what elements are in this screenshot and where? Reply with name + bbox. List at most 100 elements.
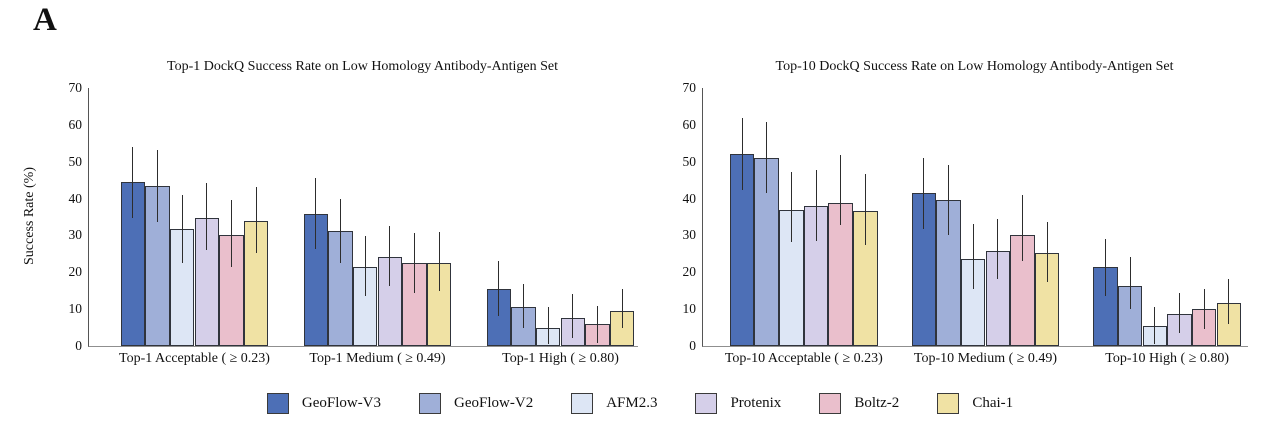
error-bar-geoflow-v2-top-10-high-0-80 [1129, 257, 1131, 310]
legend-item-geoflow-v3: GeoFlow-V3 [266, 393, 382, 414]
y-tick-label-0: 0 [689, 338, 696, 353]
y-tick-label-30: 30 [682, 227, 697, 243]
group-top-10-high-0-80: Top-10 High ( ≥ 0.80) [1076, 88, 1258, 366]
barwrap-geoflow-v2 [754, 88, 780, 346]
barwrap-chai-1 [853, 88, 878, 346]
barwrap-geoflow-v2 [936, 88, 961, 346]
barwrap-boltz-2 [402, 88, 427, 346]
y-tick-label-20: 20 [682, 264, 697, 280]
legend-swatch-geoflow-v3 [266, 393, 289, 414]
x-tick-label-top-10-acceptable-0-23: Top-10 Acceptable ( ≥ 0.23) [724, 351, 883, 366]
bar-cluster [729, 88, 878, 346]
error-bar-geoflow-v2-top-1-medium-0-49 [339, 199, 342, 264]
panel-label: A [33, 2, 57, 38]
barwrap-boltz-2 [828, 88, 854, 346]
error-bar-geoflow-v3-top-10-acceptable-0-23 [741, 118, 743, 191]
bar-groups: Top-10 Acceptable ( ≥ 0.23) Top-10 Medium… [713, 88, 1258, 366]
barwrap-geoflow-v2 [145, 88, 170, 346]
error-bar-geoflow-v2-top-10-medium-0-49 [947, 165, 950, 236]
error-bar-afm2-3-top-1-medium-0-49 [364, 235, 366, 297]
group-top-1-medium-0-49: Top-1 Medium ( ≥ 0.49) [286, 88, 469, 366]
error-bar-boltz-2-top-10-high-0-80 [1203, 288, 1205, 330]
barwrap-geoflow-v2 [1117, 88, 1143, 346]
y-tick-label-10: 10 [682, 301, 697, 317]
error-bar-afm2-3-top-10-acceptable-0-23 [790, 171, 793, 243]
legend-swatch-boltz-2 [819, 393, 842, 414]
error-bar-boltz-2-top-1-medium-0-49 [413, 232, 416, 293]
legend-swatch-afm2-3 [571, 393, 594, 414]
y-axis-label: Success Rate (%) [22, 167, 37, 265]
barwrap-chai-1 [1034, 88, 1060, 346]
bar-boltz-2-top-10-high-0-80 [1191, 309, 1217, 346]
barwrap-boltz-2 [1191, 88, 1217, 346]
legend-item-afm2-3: AFM2.3 [571, 393, 657, 414]
error-bar-boltz-2-top-1-acceptable-0-23 [230, 200, 233, 268]
error-bar-boltz-2-top-10-medium-0-49 [1021, 195, 1024, 261]
barwrap-protenix [194, 88, 220, 346]
error-bar-chai-1-top-10-high-0-80 [1228, 278, 1230, 325]
barwrap-boltz-2 [219, 88, 244, 346]
bar-cluster [486, 88, 635, 346]
error-bar-protenix-top-1-acceptable-0-23 [206, 183, 208, 251]
barwrap-geoflow-v3 [729, 88, 755, 346]
x-tick-label-top-1-medium-0-49: Top-1 Medium ( ≥ 0.49) [309, 351, 446, 366]
legend-label-afm2-3: AFM2.3 [606, 395, 658, 411]
error-bar-chai-1-top-1-high-0-80 [621, 288, 623, 328]
y-tick-label-60: 60 [68, 116, 83, 132]
legend-label-protenix: Protenix [730, 395, 782, 411]
error-bar-protenix-top-10-medium-0-49 [997, 218, 999, 279]
legend-swatch-protenix [695, 393, 718, 414]
error-bar-afm2-3-top-10-medium-0-49 [972, 223, 974, 289]
barwrap-afm2-3 [779, 88, 804, 346]
error-bar-geoflow-v3-top-1-high-0-80 [498, 260, 500, 316]
y-tick-label-50: 50 [682, 153, 697, 169]
y-tick-label-20: 20 [68, 264, 83, 280]
error-bar-chai-1-top-1-acceptable-0-23 [255, 186, 257, 254]
error-bar-geoflow-v3-top-1-medium-0-49 [315, 178, 317, 250]
barwrap-geoflow-v3 [486, 88, 512, 346]
y-tick-label-30: 30 [68, 227, 83, 243]
barwrap-protenix [985, 88, 1011, 346]
barwrap-protenix [1167, 88, 1192, 346]
legend-label-geoflow-v3: GeoFlow-V3 [301, 395, 382, 411]
x-tick-label-top-10-medium-0-49: Top-10 Medium ( ≥ 0.49) [913, 351, 1058, 366]
error-bar-protenix-top-10-acceptable-0-23 [815, 170, 817, 241]
group-top-1-high-0-80: Top-1 High ( ≥ 0.80) [469, 88, 652, 366]
error-bar-chai-1-top-10-medium-0-49 [1046, 222, 1048, 283]
barwrap-afm2-3 [535, 88, 561, 346]
bar-geoflow-v2-top-10-acceptable-0-23 [754, 157, 780, 346]
barwrap-afm2-3 [960, 88, 986, 346]
bar-groups: Top-1 Acceptable ( ≥ 0.23) Top-1 Medium (… [103, 88, 652, 366]
bar-cluster [120, 88, 269, 346]
barwrap-protenix [803, 88, 829, 346]
plot-area-top10: 0 10 20 30 40 50 60 70 Top-10 Acceptable ( ≥ 0.2… [683, 80, 1248, 366]
error-bar-geoflow-v3-top-1-acceptable-0-23 [132, 146, 134, 218]
chart-title-top1: Top-1 DockQ Success Rate on Low Homology… [167, 59, 558, 74]
error-bar-chai-1-top-1-medium-0-49 [438, 232, 440, 292]
error-bar-chai-1-top-10-acceptable-0-23 [864, 173, 867, 246]
error-bar-boltz-2-top-10-acceptable-0-23 [840, 155, 842, 226]
barwrap-geoflow-v3 [120, 88, 146, 346]
x-tick-label-top-1-high-0-80: Top-1 High ( ≥ 0.80) [502, 351, 619, 366]
error-bar-geoflow-v3-top-10-medium-0-49 [923, 158, 925, 229]
legend-label-geoflow-v2: GeoFlow-V2 [454, 395, 534, 411]
barwrap-protenix [377, 88, 403, 346]
barwrap-geoflow-v3 [911, 88, 937, 346]
error-bar-afm2-3-top-1-acceptable-0-23 [181, 194, 183, 263]
bar-chai-1-top-10-acceptable-0-23 [853, 211, 878, 346]
error-bar-protenix-top-1-high-0-80 [572, 294, 574, 338]
x-tick-label-top-1-acceptable-0-23: Top-1 Acceptable ( ≥ 0.23) [119, 351, 270, 366]
barwrap-afm2-3 [169, 88, 195, 346]
bar-boltz-2-top-1-acceptable-0-23 [219, 234, 244, 346]
bar-cluster [1093, 88, 1242, 346]
x-tick-label-top-10-high-0-80: Top-10 High ( ≥ 0.80) [1105, 351, 1230, 366]
bar-cluster [303, 88, 452, 346]
error-bar-geoflow-v2-top-10-acceptable-0-23 [766, 121, 768, 194]
y-tick-label-60: 60 [682, 116, 697, 132]
legend-swatch-chai-1 [937, 393, 960, 414]
error-bar-geoflow-v3-top-10-high-0-80 [1104, 238, 1107, 296]
group-top-10-medium-0-49: Top-10 Medium ( ≥ 0.49) [895, 88, 1077, 366]
y-tick-label-0: 0 [75, 338, 82, 353]
y-tick-label-10: 10 [68, 301, 83, 317]
